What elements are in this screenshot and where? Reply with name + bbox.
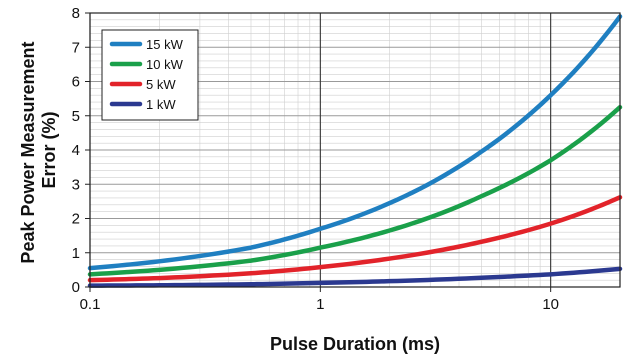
series-line-5-kw — [87, 195, 623, 283]
y-tick-label: 6 — [72, 74, 80, 91]
series-layer — [87, 14, 623, 288]
legend-label: 10 kW — [146, 57, 184, 72]
x-axis-ticks: 0.1 1 10 — [80, 287, 559, 313]
y-tick-label: 2 — [72, 211, 80, 228]
series-line-10-kw — [87, 104, 623, 277]
y-tick-label: 1 — [72, 245, 80, 262]
legend-label: 15 kW — [146, 37, 184, 52]
x-tick-label: 1 — [316, 296, 324, 313]
series-line-1-kw — [87, 266, 623, 288]
legend: 15 kW 10 kW 5 kW 1 kW — [101, 29, 199, 121]
y-tick-label: 8 — [72, 5, 80, 22]
x-tick-label: 10 — [542, 296, 559, 313]
legend-label: 5 kW — [146, 77, 176, 92]
y-tick-label: 3 — [72, 176, 80, 193]
y-tick-label: 4 — [72, 142, 80, 159]
x-axis-title: Pulse Duration (ms) — [270, 334, 440, 354]
y-axis-ticks: 0 1 2 3 4 5 6 7 8 — [72, 5, 90, 296]
y-axis-title-line-2: Error (%) — [39, 111, 59, 188]
y-axis-title: Peak Power Measurement Error (%) — [18, 36, 59, 263]
legend-label: 1 kW — [146, 97, 176, 112]
y-tick-label: 7 — [72, 39, 80, 56]
x-tick-label: 0.1 — [80, 296, 101, 313]
y-tick-label: 5 — [72, 108, 80, 125]
y-axis-title-line-1: Peak Power Measurement — [18, 41, 38, 263]
series-line-15-kw — [87, 14, 623, 271]
y-tick-label: 0 — [72, 279, 80, 296]
